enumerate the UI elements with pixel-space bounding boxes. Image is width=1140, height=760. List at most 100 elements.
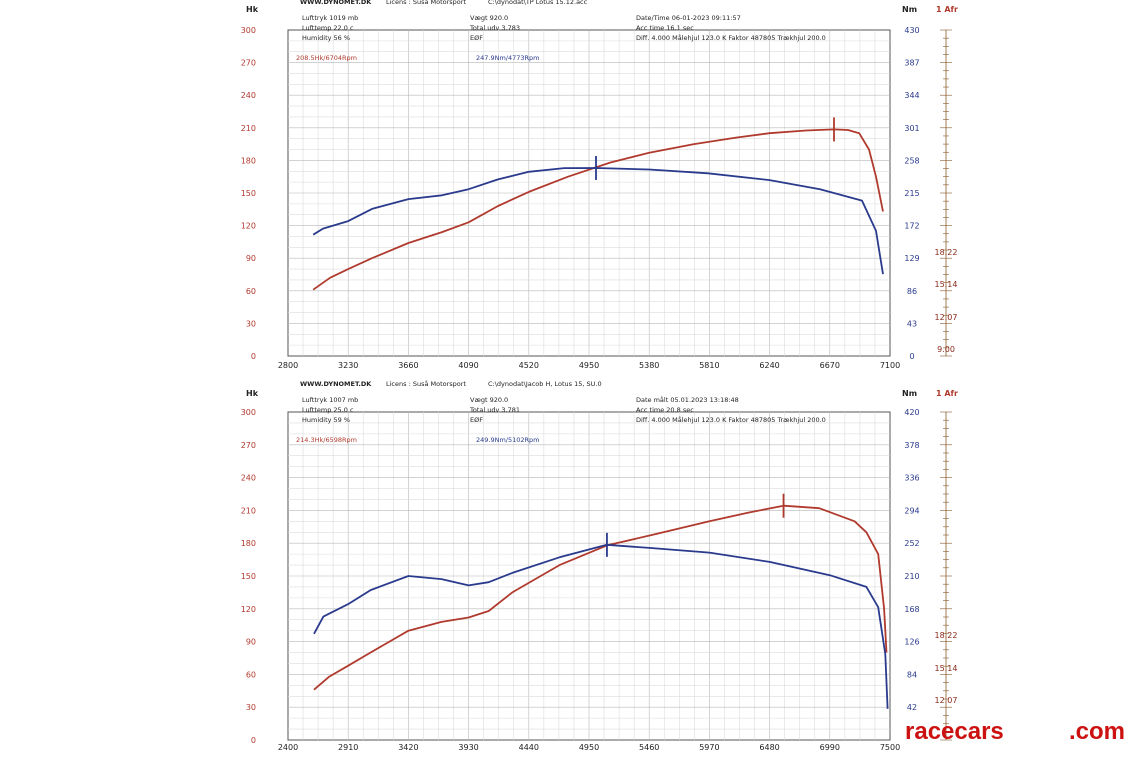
watermark-com: .com bbox=[1069, 718, 1126, 745]
afr-axis: 18.22 15.14 12.07 9.00 bbox=[935, 29, 958, 357]
y-left-tick-label: 0 bbox=[251, 352, 256, 361]
header-info-right: Date målt 05.01.2023 13:18:48 bbox=[636, 395, 739, 404]
y-right-tick-label: 344 bbox=[904, 91, 919, 100]
x-tick-label: 2400 bbox=[278, 743, 298, 752]
header-info-right: Date/Time 06-01-2023 09:11:57 bbox=[636, 14, 741, 22]
afr-tick-label: 15.14 bbox=[935, 280, 958, 289]
y-left-tick-label: 270 bbox=[241, 441, 256, 450]
y-right-tick-label: 301 bbox=[904, 124, 919, 133]
header-info-left: Humidity 56 % bbox=[302, 34, 350, 42]
header-info-left: Lufttemp 22.0 c bbox=[302, 24, 354, 32]
y-left-tick-label: 210 bbox=[241, 506, 256, 515]
afr-tick-label: 15.14 bbox=[935, 664, 958, 673]
y-right-tick-label: 84 bbox=[907, 670, 917, 679]
y-right-tick-label: 420 bbox=[904, 408, 919, 417]
grid bbox=[288, 30, 890, 356]
x-tick-label: 3420 bbox=[398, 743, 418, 752]
y-right-tick-label: 129 bbox=[904, 254, 919, 263]
y-left-tick-label: 180 bbox=[241, 156, 256, 165]
y-right-tick-label: 43 bbox=[907, 319, 917, 328]
y-left-tick-label: 240 bbox=[241, 91, 256, 100]
y-right-tick-label: 42 bbox=[907, 703, 917, 712]
grid bbox=[288, 412, 890, 740]
series-line-torque bbox=[313, 543, 889, 709]
y-left-tick-label: 120 bbox=[241, 222, 256, 231]
x-tick-label: 4950 bbox=[579, 361, 599, 370]
header-site: WWW.DYNOMET.DK bbox=[300, 0, 372, 6]
afr-axis: 18.22 15.14 12.07 bbox=[935, 411, 958, 741]
header-info-mid: Vægt 920.0 bbox=[470, 14, 508, 22]
y-right-tick-label: 86 bbox=[907, 287, 917, 296]
y-left-tick-label: 60 bbox=[246, 287, 256, 296]
y-left-tick-label: 30 bbox=[246, 319, 256, 328]
y-left-tick-label: 270 bbox=[241, 59, 256, 68]
x-tick-label: 6990 bbox=[820, 743, 840, 752]
x-tick-label: 5970 bbox=[699, 743, 719, 752]
peak-power-label: 208.5Hk/6704Rpm bbox=[296, 54, 357, 62]
y-left-tick-label: 90 bbox=[246, 638, 256, 647]
y-right-tick-label: 294 bbox=[904, 506, 919, 515]
y-right-tick-label: 430 bbox=[904, 26, 919, 35]
y-right-tick-label: 258 bbox=[904, 156, 919, 165]
y-left-tick-label: 0 bbox=[251, 736, 256, 745]
y-left-tick-label: 150 bbox=[241, 189, 256, 198]
x-tick-label: 6480 bbox=[759, 743, 779, 752]
x-tick-label: 4440 bbox=[519, 743, 539, 752]
x-tick-label: 3660 bbox=[398, 361, 418, 370]
y-left-tick-label: 90 bbox=[246, 254, 256, 263]
series-line-power bbox=[312, 128, 884, 291]
header-info-right: Acc time 20.8 sec bbox=[636, 406, 694, 414]
x-tick-label: 2800 bbox=[278, 361, 298, 370]
x-tick-label: 4520 bbox=[519, 361, 539, 370]
series-line-torque bbox=[312, 167, 884, 275]
header-file: C:\dynodat\TP Lotus 15.12.acc bbox=[488, 0, 588, 6]
header-info-left: Lufttemp 25.0 c bbox=[302, 406, 354, 414]
header-license: Licens : Suså Motorsport bbox=[386, 379, 466, 388]
y-right-tick-label: 168 bbox=[904, 605, 919, 614]
x-tick-label: 5810 bbox=[699, 361, 719, 370]
afr-axis-label: 1 Afr bbox=[936, 5, 958, 14]
y-right-tick-label: 215 bbox=[904, 189, 919, 198]
x-tick-label: 3930 bbox=[458, 743, 478, 752]
y-left-tick-label: 210 bbox=[241, 124, 256, 133]
header-info-mid: Total udv 3.783 bbox=[469, 24, 520, 32]
header-info-left: Lufttryk 1007 mb bbox=[302, 396, 358, 404]
chart-header: WWW.DYNOMET.DK Licens : Suså Motorsport C:… bbox=[296, 379, 826, 444]
y-right-tick-label: 387 bbox=[904, 59, 919, 68]
header-info-right: Diff. 4.000 Målehjul 123.0 K Faktor 4878… bbox=[636, 415, 826, 424]
header-file: C:\dynodat\Jacob H, Lotus 15, SU.0 bbox=[488, 380, 602, 388]
y-left-axis-label: Hk bbox=[246, 389, 259, 398]
header-info-left: Lufttryk 1019 mb bbox=[302, 14, 358, 22]
x-tick-label: 6240 bbox=[759, 361, 779, 370]
y-left-tick-label: 30 bbox=[246, 703, 256, 712]
peak-power-label: 214.3Hk/6598Rpm bbox=[296, 436, 357, 444]
header-info-right: Diff. 4.000 Målehjul 123.0 K Faktor 4878… bbox=[636, 33, 826, 42]
header-info-mid: Total udv 3.781 bbox=[469, 406, 520, 414]
peak-torque-label: 247.9Nm/4773Rpm bbox=[476, 54, 540, 62]
afr-tick-label: 12.07 bbox=[935, 696, 958, 705]
afr-tick-label: 18.22 bbox=[935, 631, 958, 640]
y-right-tick-label: 210 bbox=[904, 572, 919, 581]
peak-torque-label: 249.9Nm/5102Rpm bbox=[476, 436, 540, 444]
x-tick-label: 7100 bbox=[880, 361, 900, 370]
x-tick-label: 4950 bbox=[579, 743, 599, 752]
x-tick-label: 5380 bbox=[639, 361, 659, 370]
y-right-tick-label: 336 bbox=[904, 474, 919, 483]
header-info-mid: EØF bbox=[470, 34, 483, 42]
watermark-racecars: racecars bbox=[905, 718, 1004, 745]
y-right-tick-label: 252 bbox=[904, 539, 919, 548]
x-tick-label: 5460 bbox=[639, 743, 659, 752]
x-tick-label: 6670 bbox=[820, 361, 840, 370]
y-right-axis-label: Nm bbox=[902, 389, 917, 398]
y-left-tick-label: 120 bbox=[241, 605, 256, 614]
dyno-chart-2: 3002702402101801501209060300Hk4203783362… bbox=[241, 379, 958, 752]
y-left-tick-label: 300 bbox=[241, 26, 256, 35]
afr-axis-label: 1 Afr bbox=[936, 389, 958, 398]
y-right-tick-label: 126 bbox=[904, 638, 919, 647]
header-license: Licens : Suså Motorsport bbox=[386, 0, 466, 6]
header-info-mid: Vægt 920.0 bbox=[470, 396, 508, 404]
y-right-tick-label: 172 bbox=[904, 222, 919, 231]
afr-tick-label: 12.07 bbox=[935, 313, 958, 322]
header-site: WWW.DYNOMET.DK bbox=[300, 380, 372, 388]
